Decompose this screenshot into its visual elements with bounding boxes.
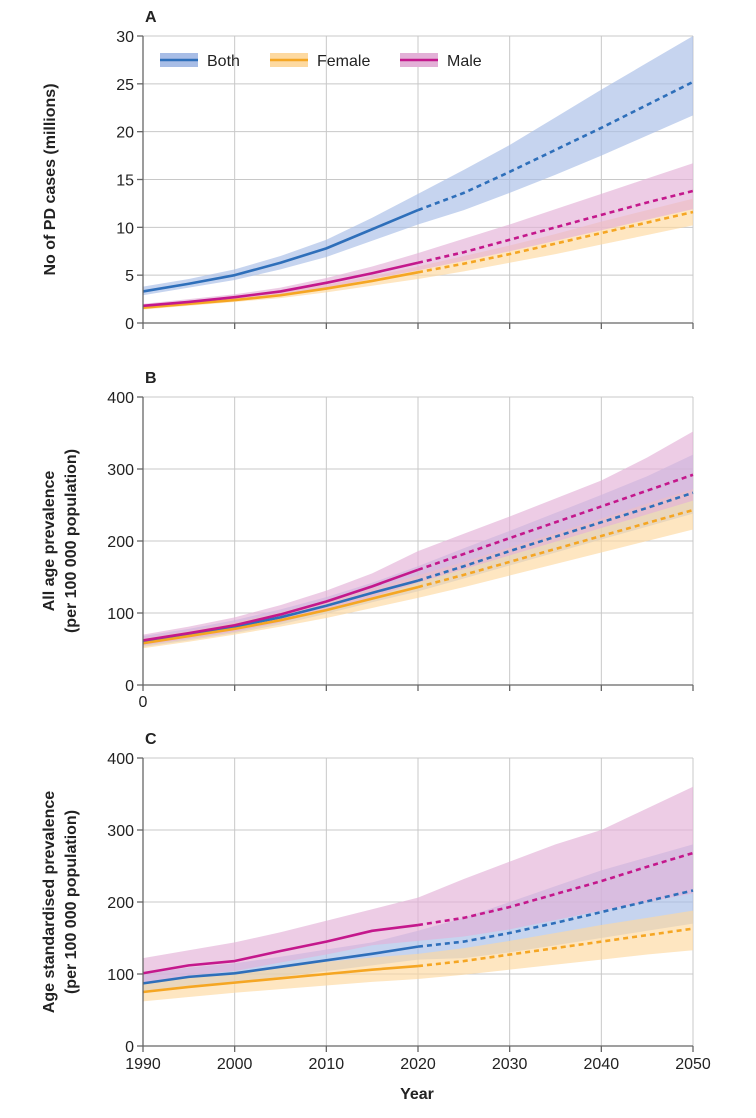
x-tick-label-extra: 0 [139,694,148,711]
legend-label-female: Female [317,53,370,70]
y-tick-label-15: 15 [116,173,134,190]
legend-label-both: Both [207,53,240,70]
line-both-projected [417,80,694,212]
legend: Both Female Male [160,53,482,70]
line-female-projected [417,210,694,274]
y-axis-title-line-1: Age standardised prevalence [41,791,58,1013]
y-tick-label-5: 5 [125,268,134,285]
panel-b: 0 100 200 300 400 0 B All age prevalence (per 10… [41,370,694,711]
line-both-projected [417,491,694,582]
y-tick-label-30: 30 [116,29,134,46]
line-male-observed [142,261,419,308]
y-tick-label-200: 200 [107,895,134,912]
line-male-projected [417,851,694,927]
y-tick-label-400: 400 [107,751,134,768]
y-tick-label-0: 0 [125,316,134,333]
line-female-projected [417,508,694,589]
x-tick-label-2000: 2000 [217,1056,253,1073]
y-tick-label-400: 400 [107,390,134,407]
line-female-observed [142,585,419,645]
line-male-projected [417,189,694,264]
line-female-observed [142,271,419,309]
y-tick-label-0: 0 [125,678,134,695]
y-tick-label-20: 20 [116,125,134,142]
y-tick-label-25: 25 [116,77,134,94]
y-tick-label-10: 10 [116,220,134,237]
y-axis-title-line-2: (per 100 000 population) [63,449,80,633]
panel-letter: A [145,9,157,26]
line-female-projected [417,927,694,968]
x-tick-label-2030: 2030 [492,1056,528,1073]
y-tick-label-0: 0 [125,1039,134,1056]
line-female-observed [142,964,419,994]
panel-a: 0 5 10 15 20 25 30 A No of PD cases (millions) Bo… [42,9,694,333]
y-tick-label-300: 300 [107,462,134,479]
x-tick-label-2010: 2010 [309,1056,345,1073]
y-tick-label-300: 300 [107,823,134,840]
x-tick-label-2040: 2040 [584,1056,620,1073]
x-tick-label-1990: 1990 [125,1056,161,1073]
line-both-projected [417,889,694,948]
panel-letter: C [145,731,157,748]
y-axis-title-line-1: No of PD cases (millions) [42,83,59,275]
y-tick-label-100: 100 [107,606,134,623]
x-tick-label-2050: 2050 [675,1056,711,1073]
line-both-observed [142,945,419,985]
line-both-observed [142,579,419,644]
band-male [143,786,693,983]
panel-c: 0 100 200 300 400 1990 2000 2010 2020 2030 2040 205… [41,731,711,1103]
x-axis-title: Year [400,1086,434,1103]
line-male-projected [417,473,694,572]
y-axis-title-line-1: All age prevalence [41,471,58,612]
line-both-observed [142,208,419,293]
legend-label-male: Male [447,53,482,70]
line-male-observed [142,568,419,642]
panel-letter: B [145,370,157,387]
y-axis-title-line-2: (per 100 000 population) [63,810,80,994]
line-male-observed [142,923,419,975]
x-tick-label-2020: 2020 [400,1056,436,1073]
y-tick-label-100: 100 [107,967,134,984]
y-tick-label-200: 200 [107,534,134,551]
